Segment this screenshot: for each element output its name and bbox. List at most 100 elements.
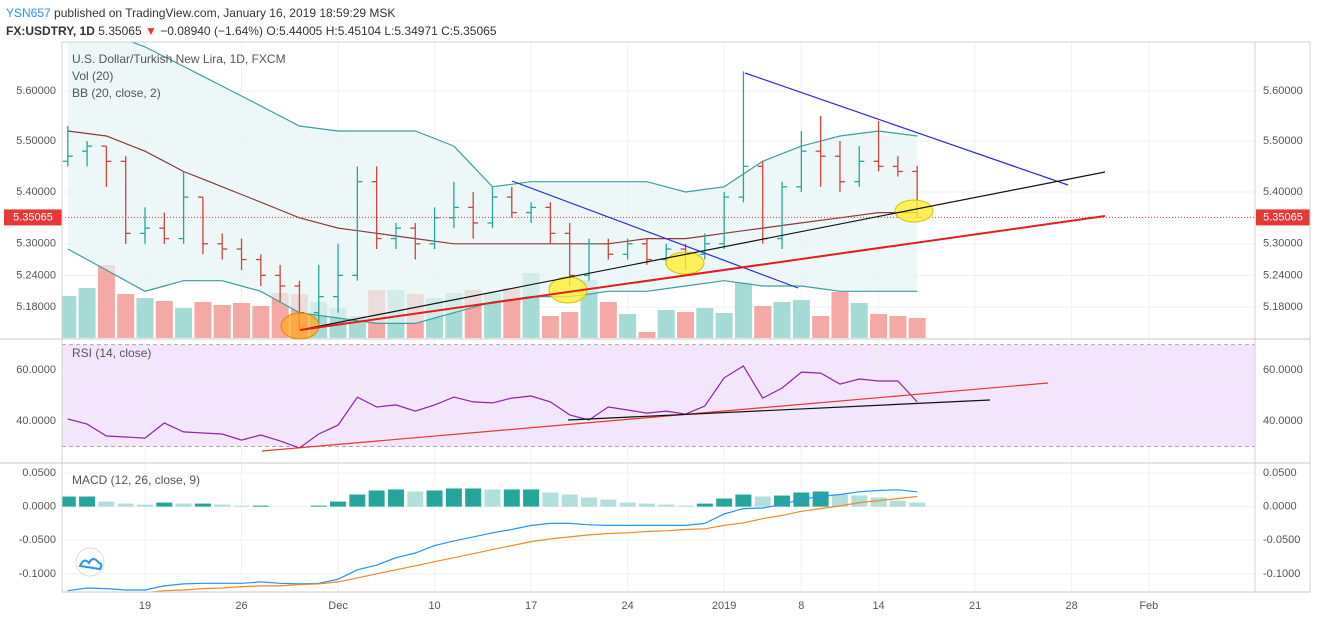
- macd-histogram: [735, 494, 752, 507]
- last-price-label: 5.35065: [13, 211, 53, 223]
- rsi-band: [62, 344, 1255, 447]
- volume-bar: [696, 308, 714, 338]
- volume-bar: [62, 296, 77, 338]
- bb-basis: [67, 130, 918, 245]
- volume-bar: [233, 303, 251, 338]
- macd-histogram: [677, 505, 694, 507]
- volume-bar: [78, 288, 96, 338]
- volume-bar: [599, 302, 617, 338]
- macd-histogram: [851, 495, 868, 507]
- ohlc: O:5.44005 H:5.45104 L:5.34971 C:5.35065: [266, 24, 497, 38]
- logo[interactable]: [75, 547, 105, 577]
- macd-histogram: [407, 491, 424, 507]
- x-tick-label: 28: [1065, 600, 1077, 612]
- macd-histogram: [233, 505, 250, 507]
- pane-title: RSI (14, close): [72, 346, 151, 360]
- pane-title: MACD (12, 26, close, 9): [72, 473, 200, 487]
- price: 5.35065: [98, 24, 142, 38]
- macd-histogram: [658, 504, 675, 507]
- bb-upper: [130, 42, 918, 193]
- y-tick-label: 0.0500: [1263, 467, 1297, 479]
- x-tick-label: 24: [621, 600, 633, 612]
- volume-bar: [252, 306, 270, 338]
- macd-histogram: [214, 504, 231, 507]
- y-tick-label: 5.60000: [16, 85, 56, 97]
- x-tick-label: 17: [525, 600, 537, 612]
- y-tick-label: 60.0000: [16, 364, 56, 376]
- symbol: FX:USDTRY, 1D: [6, 24, 95, 38]
- volume-bar: [792, 300, 810, 338]
- published: published on TradingView.com, January 16…: [54, 6, 396, 20]
- pane: [62, 340, 1255, 462]
- header-line: FX:USDTRY, 1D 5.35065 ▼ −0.08940 (−1.64%…: [6, 22, 497, 40]
- macd-histogram: [812, 491, 829, 507]
- macd-histogram: [330, 501, 347, 507]
- last-price-box: [1256, 209, 1310, 226]
- volume-bar: [889, 316, 907, 338]
- x-tick-label: Feb: [1139, 600, 1158, 612]
- macd-line: [145, 495, 918, 592]
- macd-histogram: [445, 488, 462, 507]
- macd-line: [67, 489, 918, 592]
- volume-bar: [117, 294, 135, 338]
- last-price-box: [4, 209, 62, 226]
- y-tick-label: -0.0500: [1263, 534, 1300, 546]
- highlight: [280, 312, 320, 340]
- macd-histogram: [175, 503, 192, 507]
- y-tick-label: 5.24000: [1263, 269, 1303, 281]
- y-tick-label: 5.30000: [16, 238, 56, 250]
- x-tick-label: 2019: [712, 600, 736, 612]
- volume-bar: [541, 316, 559, 338]
- x-tick-label: 14: [872, 600, 884, 612]
- macd-histogram: [503, 489, 520, 507]
- trend-line: [744, 72, 1069, 186]
- y-tick-label: 5.60000: [1263, 85, 1303, 97]
- macd-histogram: [252, 505, 269, 507]
- trend-line: [511, 180, 799, 289]
- rsi-line: [67, 365, 918, 449]
- y-tick-label: 0.0000: [1263, 501, 1297, 513]
- y-tick-label: 5.24000: [16, 269, 56, 281]
- volume-bar: [213, 305, 231, 338]
- last-price-label: 5.35065: [1263, 211, 1303, 223]
- x-tick-label: 26: [235, 600, 247, 612]
- y-tick-label: 5.18000: [1263, 301, 1303, 313]
- volume-bar: [754, 306, 772, 338]
- macd-histogram: [542, 492, 559, 507]
- header-line: YSN657 published on TradingView.com, Jan…: [6, 4, 497, 22]
- change: −0.08940 (−1.64%): [160, 24, 263, 38]
- volume-bar: [773, 302, 791, 338]
- arrow: ▼: [144, 24, 157, 38]
- macd-histogram: [561, 494, 578, 507]
- macd-histogram: [716, 498, 733, 507]
- macd-histogram: [696, 503, 713, 507]
- highlight: [665, 251, 705, 275]
- y-tick-label: 5.40000: [1263, 186, 1303, 198]
- rsi-trend-line: [567, 399, 991, 421]
- x-tick-label: 10: [428, 600, 440, 612]
- macd-histogram: [619, 502, 636, 507]
- y-tick-label: 40.0000: [16, 415, 56, 427]
- volume-bar: [908, 318, 926, 338]
- trend-line: [299, 171, 1106, 331]
- y-tick-label: 5.50000: [1263, 135, 1303, 147]
- rsi-trend-line: [261, 382, 1049, 452]
- pane: [62, 464, 1255, 592]
- header: YSN657 published on TradingView.com, Jan…: [6, 4, 497, 40]
- volume-bar: [175, 308, 193, 338]
- macd-histogram: [117, 503, 134, 507]
- user[interactable]: YSN657: [6, 6, 51, 20]
- y-tick-label: 0.0500: [22, 467, 56, 479]
- y-tick-label: -0.0500: [19, 534, 56, 546]
- volume-bar: [734, 282, 752, 338]
- highlight: [894, 199, 934, 223]
- volume-bar: [715, 313, 733, 338]
- y-tick-label: 5.30000: [1263, 238, 1303, 250]
- macd-histogram: [754, 496, 771, 507]
- y-tick-label: 5.18000: [16, 301, 56, 313]
- macd-histogram: [310, 505, 327, 507]
- volume-bar: [136, 298, 154, 338]
- macd-histogram: [98, 501, 115, 507]
